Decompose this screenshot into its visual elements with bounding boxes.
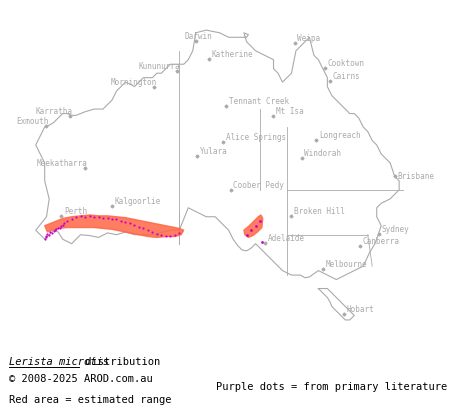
Point: [117, 218, 125, 225]
Text: Melbourne: Melbourne: [325, 260, 367, 269]
Text: Exmouth: Exmouth: [16, 117, 49, 127]
Point: [256, 218, 264, 225]
Point: [46, 229, 54, 235]
Text: Broken Hill: Broken Hill: [294, 208, 345, 216]
Text: Tennant Creek: Tennant Creek: [229, 97, 289, 106]
Text: Alice Springs: Alice Springs: [226, 133, 286, 142]
Point: [44, 230, 51, 237]
Point: [140, 225, 147, 232]
Point: [149, 229, 156, 235]
Point: [57, 222, 64, 229]
Text: Coober Pedy: Coober Pedy: [233, 181, 284, 190]
Text: Yulara: Yulara: [200, 147, 228, 156]
Point: [258, 239, 265, 245]
Text: Kununurra: Kununurra: [138, 62, 180, 71]
Point: [248, 227, 255, 234]
Text: Kalgoorlie: Kalgoorlie: [114, 197, 161, 205]
Point: [171, 232, 178, 238]
Point: [50, 228, 57, 234]
Text: Windorah: Windorah: [305, 149, 342, 158]
Text: Katherine: Katherine: [212, 51, 253, 59]
Text: Mt Isa: Mt Isa: [276, 107, 304, 116]
Text: Lerista microtis: Lerista microtis: [9, 357, 109, 367]
Point: [126, 220, 134, 226]
Point: [104, 214, 111, 221]
Point: [162, 232, 170, 239]
Text: Sydney: Sydney: [381, 225, 409, 234]
Polygon shape: [36, 30, 399, 280]
Text: Purple dots = from primary literature: Purple dots = from primary literature: [216, 382, 447, 392]
Point: [153, 230, 161, 237]
Text: Cairns: Cairns: [333, 73, 360, 81]
Point: [52, 227, 59, 234]
Point: [81, 213, 89, 220]
Point: [43, 233, 50, 240]
Point: [144, 227, 152, 234]
Text: Hobart: Hobart: [346, 305, 374, 315]
Point: [77, 212, 84, 219]
Point: [135, 223, 143, 230]
Point: [176, 229, 183, 236]
Text: © 2008-2025 AROD.com.au: © 2008-2025 AROD.com.au: [9, 374, 153, 384]
Point: [108, 215, 116, 222]
Point: [42, 234, 49, 241]
Text: Mornington: Mornington: [110, 78, 157, 87]
Text: Darwin: Darwin: [184, 32, 212, 42]
Text: Meekatharra: Meekatharra: [37, 159, 88, 168]
Text: Weipa: Weipa: [297, 34, 320, 43]
Text: Karratha: Karratha: [36, 107, 73, 116]
Polygon shape: [319, 288, 354, 320]
Point: [99, 214, 107, 221]
Point: [53, 226, 60, 233]
Point: [72, 213, 80, 220]
Point: [122, 219, 129, 225]
Text: Adelaide: Adelaide: [268, 234, 305, 243]
Point: [41, 236, 48, 242]
Point: [131, 222, 138, 228]
Text: Red area = estimated range: Red area = estimated range: [9, 395, 171, 405]
Point: [61, 220, 68, 226]
Text: Canberra: Canberra: [363, 237, 400, 246]
Text: Longreach: Longreach: [319, 131, 360, 140]
Point: [252, 222, 259, 229]
Text: distribution: distribution: [79, 357, 160, 367]
Polygon shape: [244, 215, 263, 237]
Point: [56, 224, 63, 231]
Point: [113, 216, 120, 223]
Polygon shape: [45, 215, 184, 237]
Text: Perth: Perth: [64, 208, 87, 216]
Point: [68, 215, 75, 222]
Text: Brisbane: Brisbane: [398, 172, 435, 181]
Point: [95, 213, 102, 220]
Point: [158, 232, 165, 238]
Text: Cooktown: Cooktown: [328, 59, 365, 68]
Point: [243, 232, 250, 238]
Point: [48, 229, 55, 236]
Point: [59, 222, 66, 228]
Point: [63, 218, 71, 225]
Point: [45, 232, 53, 238]
Point: [90, 213, 98, 220]
Point: [167, 232, 174, 239]
Point: [54, 224, 62, 231]
Point: [86, 212, 93, 219]
